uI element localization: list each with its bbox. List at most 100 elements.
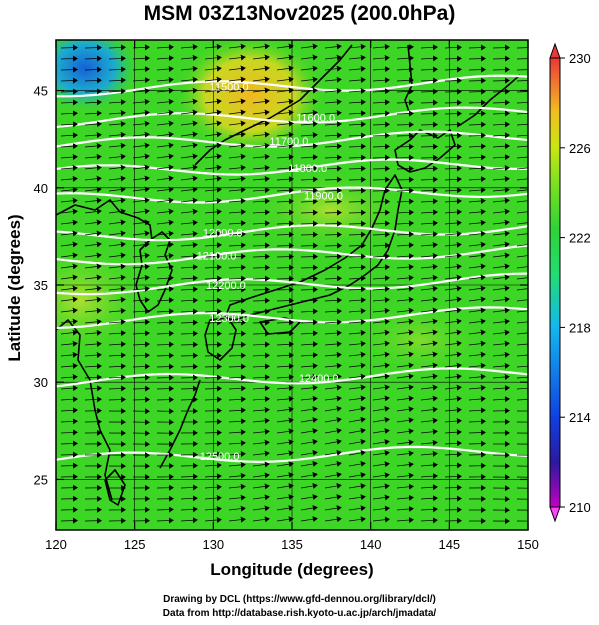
wind-arrow [228, 286, 246, 293]
wind-arrow [180, 385, 198, 392]
x-tick-label: 125 [124, 537, 146, 552]
wind-arrow [156, 219, 174, 226]
wind-arrow [60, 407, 78, 414]
wind-arrow [204, 253, 222, 260]
wind-arrow [396, 242, 414, 249]
wind-arrow [180, 330, 198, 337]
wind-arrow [132, 66, 150, 73]
wind-arrow [396, 472, 414, 479]
wind-arrow [420, 176, 438, 183]
wind-arrow [348, 449, 366, 456]
wind-arrow [300, 362, 318, 369]
wind-arrow [180, 374, 198, 381]
wind-arrow [204, 76, 222, 83]
wind-arrow [156, 319, 174, 326]
wind-arrow [300, 275, 318, 282]
wind-arrow [348, 461, 366, 467]
wind-arrow [516, 266, 528, 269]
wind-arrow [60, 230, 78, 237]
wind-arrow [372, 231, 390, 238]
wind-arrow [276, 450, 294, 457]
wind-arrow [276, 253, 294, 260]
wind-arrow [204, 319, 222, 326]
wind-arrow [444, 165, 462, 172]
wind-arrow [468, 285, 486, 292]
wind-arrow [228, 363, 246, 370]
wind-arrow [252, 187, 270, 194]
wind-arrow [492, 154, 510, 161]
wind-arrow [228, 297, 246, 304]
wind-arrow [108, 88, 126, 95]
wind-arrow [300, 253, 318, 260]
wind-arrow [60, 88, 78, 95]
wind-arrow [516, 288, 528, 291]
wind-arrow [156, 506, 174, 513]
wind-arrow [348, 110, 366, 117]
wind-arrow [348, 329, 366, 336]
wind-arrow [300, 319, 318, 326]
yellow-patch-north [250, 170, 410, 250]
wind-arrow [180, 308, 198, 315]
wind-arrow [204, 495, 222, 502]
wind-arrow [324, 220, 342, 227]
wind-arrow [228, 407, 246, 414]
wind-arrow [492, 143, 510, 150]
wind-arrow [300, 330, 318, 337]
wind-arrow [228, 43, 246, 50]
wind-arrow [372, 220, 390, 227]
wind-arrow [276, 43, 294, 50]
wind-arrow [204, 186, 222, 193]
wind-arrow [180, 142, 198, 149]
wind-arrow [444, 418, 462, 425]
wind-arrow [468, 66, 486, 73]
wind-arrow [180, 517, 198, 524]
wind-arrow [348, 132, 366, 139]
wind-arrow [228, 275, 246, 282]
wind-arrow [324, 143, 342, 150]
wind-arrow [324, 373, 342, 380]
wind-arrow [228, 76, 246, 83]
wind-arrow [180, 341, 198, 348]
wind-arrow [156, 164, 174, 171]
wind-arrow [108, 330, 126, 337]
wind-arrow [276, 165, 294, 172]
wind-arrow [108, 66, 126, 73]
wind-arrow [156, 275, 174, 282]
wind-arrow [300, 132, 318, 139]
wind-arrow [252, 209, 270, 216]
wind-arrow [468, 362, 486, 369]
wind-arrow [444, 406, 462, 413]
wind-arrow [132, 341, 150, 348]
wind-arrow [492, 329, 510, 336]
wind-arrow [276, 461, 294, 468]
wind-arrow [84, 99, 102, 106]
wind-arrow [108, 274, 126, 281]
wind-arrow [156, 517, 174, 524]
wind-arrow [228, 142, 246, 149]
wind-arrow [132, 385, 150, 392]
wind-arrow [132, 164, 150, 171]
wind-arrow [396, 505, 414, 512]
wind-arrow [252, 439, 270, 446]
contour-label: 12000.0 [203, 227, 243, 239]
wind-arrow [252, 175, 270, 182]
coast-russia [194, 44, 353, 166]
wind-arrow [84, 263, 102, 270]
wind-arrow [348, 472, 366, 479]
wind-arrow [108, 307, 126, 314]
wind-arrow [324, 165, 342, 172]
wind-arrow [444, 473, 462, 480]
wind-arrow [276, 319, 294, 326]
wind-arrow [228, 385, 246, 392]
wind-arrow [228, 494, 246, 501]
wind-arrow [252, 396, 270, 403]
wind-arrow [252, 275, 270, 282]
wind-arrow [420, 428, 438, 435]
wind-arrow [324, 110, 342, 117]
wind-arrow [156, 87, 174, 94]
wind-arrow [276, 516, 294, 523]
wind-arrow [156, 341, 174, 348]
wind-arrow [300, 109, 318, 116]
wind-arrow [324, 286, 342, 293]
wind-arrow [60, 462, 78, 469]
